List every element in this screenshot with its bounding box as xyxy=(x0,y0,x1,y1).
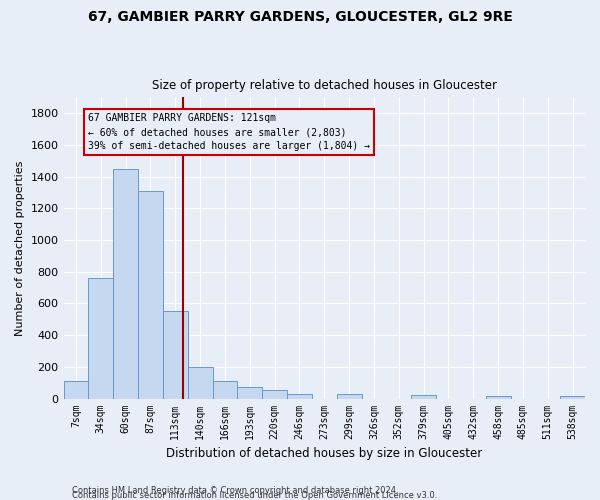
Bar xyxy=(485,396,511,398)
Bar xyxy=(411,396,436,398)
Bar xyxy=(138,191,163,398)
Bar xyxy=(287,394,312,398)
Bar xyxy=(262,390,287,398)
Bar xyxy=(64,381,88,398)
X-axis label: Distribution of detached houses by size in Gloucester: Distribution of detached houses by size … xyxy=(166,447,482,460)
Title: Size of property relative to detached houses in Gloucester: Size of property relative to detached ho… xyxy=(152,79,497,92)
Bar xyxy=(163,312,188,398)
Text: 67 GAMBIER PARRY GARDENS: 121sqm
← 60% of detached houses are smaller (2,803)
39: 67 GAMBIER PARRY GARDENS: 121sqm ← 60% o… xyxy=(88,113,370,151)
Y-axis label: Number of detached properties: Number of detached properties xyxy=(15,160,25,336)
Bar xyxy=(238,386,262,398)
Text: 67, GAMBIER PARRY GARDENS, GLOUCESTER, GL2 9RE: 67, GAMBIER PARRY GARDENS, GLOUCESTER, G… xyxy=(88,10,512,24)
Text: Contains HM Land Registry data © Crown copyright and database right 2024.: Contains HM Land Registry data © Crown c… xyxy=(72,486,398,495)
Bar xyxy=(188,367,212,398)
Bar xyxy=(560,396,585,398)
Bar xyxy=(337,394,362,398)
Text: Contains public sector information licensed under the Open Government Licence v3: Contains public sector information licen… xyxy=(72,491,437,500)
Bar xyxy=(212,381,238,398)
Bar xyxy=(88,278,113,398)
Bar xyxy=(113,168,138,398)
